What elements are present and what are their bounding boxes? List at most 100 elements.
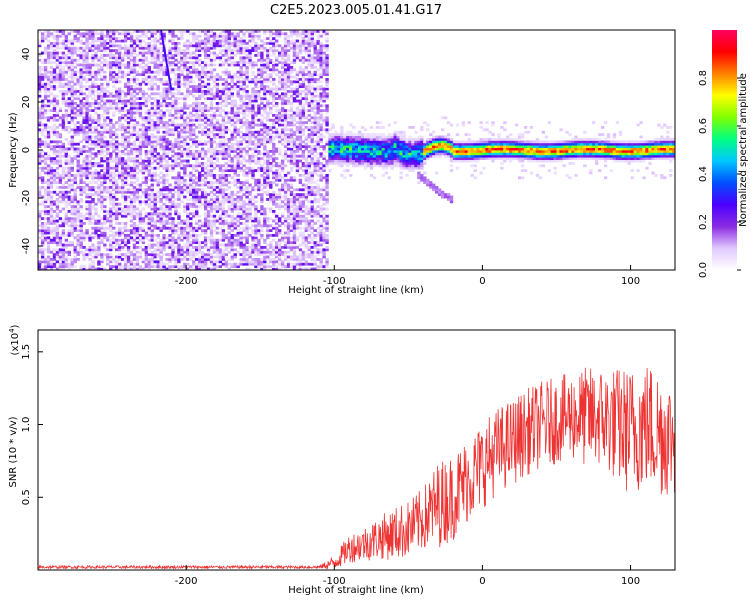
- heatmap-cell: [192, 186, 196, 189]
- heatmap-cell: [79, 234, 83, 237]
- heatmap-cell: [40, 241, 45, 244]
- heatmap-cell: [236, 49, 240, 52]
- heatmap-cell: [215, 253, 220, 256]
- heatmap-cell: [64, 217, 69, 220]
- heatmap-cell: [183, 94, 187, 98]
- heatmap-cell: [165, 207, 169, 211]
- heatmap-cell: [248, 262, 252, 266]
- heatmap-cell: [260, 73, 264, 76]
- heatmap-cell: [171, 250, 175, 254]
- heatmap-cell: [218, 128, 223, 132]
- heatmap-cell: [132, 200, 137, 204]
- heatmap-cell: [197, 183, 202, 187]
- heatmap-cell: [97, 133, 101, 136]
- heatmap-cell: [168, 140, 172, 144]
- heatmap-cell: [38, 44, 42, 48]
- heatmap-cell: [230, 243, 234, 247]
- heatmap-cell: [88, 34, 92, 38]
- heatmap-cell: [123, 253, 128, 256]
- heatmap-cell: [141, 78, 146, 81]
- heatmap-cell: [257, 133, 261, 136]
- heatmap-cell: [112, 171, 116, 175]
- heatmap-cell: [97, 78, 101, 81]
- heatmap-cell: [230, 102, 234, 105]
- heatmap-cell: [260, 106, 264, 110]
- heatmap-cell: [221, 210, 226, 213]
- heatmap-cell: [227, 30, 231, 33]
- heatmap-cell: [153, 42, 157, 45]
- heatmap-cell: [58, 217, 63, 220]
- heatmap-cell: [141, 32, 146, 36]
- heatmap-cell: [189, 152, 193, 156]
- heatmap-cell: [64, 190, 69, 194]
- heatmap-cell: [168, 54, 172, 57]
- heatmap-cell: [200, 224, 205, 228]
- heatmap-cell: [165, 236, 169, 240]
- heatmap-cell: [126, 142, 131, 146]
- heatmap-cell: [218, 174, 223, 177]
- heatmap-cell: [115, 214, 119, 218]
- heatmap-cell: [227, 46, 231, 50]
- heatmap-cell: [254, 30, 258, 33]
- heatmap-cell: [212, 250, 217, 254]
- heatmap-cell: [239, 181, 243, 184]
- heatmap-cell: [209, 258, 214, 261]
- heatmap-cell: [230, 104, 234, 108]
- heatmap-cell: [106, 255, 110, 259]
- heatmap-cell: [245, 66, 249, 69]
- heatmap-cell: [64, 166, 69, 170]
- heatmap-cell: [118, 154, 122, 158]
- heatmap-cell: [67, 200, 71, 204]
- heatmap-cell: [192, 229, 196, 232]
- heatmap-cell: [123, 267, 128, 270]
- heatmap-cell: [260, 267, 264, 270]
- heatmap-cell: [40, 248, 45, 252]
- heatmap-cell: [171, 94, 175, 98]
- heatmap-cell: [239, 159, 243, 163]
- heatmap-cell: [76, 49, 80, 52]
- heatmap-cell: [61, 174, 66, 177]
- heatmap-cell: [79, 212, 83, 216]
- heatmap-cell: [153, 178, 157, 182]
- heatmap-cell: [126, 78, 131, 81]
- heatmap-cell: [91, 104, 95, 108]
- heatmap-cell: [186, 80, 190, 84]
- heatmap-cell: [162, 94, 166, 98]
- heatmap-cell: [153, 176, 157, 180]
- heatmap-cell: [197, 104, 202, 108]
- heatmap-cell: [129, 169, 134, 172]
- heatmap-cell: [168, 183, 172, 187]
- heatmap-cell: [112, 63, 116, 67]
- heatmap-cell: [85, 44, 89, 48]
- heatmap-cell: [112, 99, 116, 103]
- heatmap-cell: [70, 147, 74, 151]
- heatmap-cell: [165, 121, 169, 124]
- heatmap-cell: [100, 222, 104, 225]
- heatmap-cell: [150, 207, 154, 211]
- heatmap-cell: [180, 130, 184, 134]
- heatmap-cell: [159, 248, 163, 252]
- heatmap-cell: [129, 34, 134, 38]
- heatmap-cell: [67, 85, 71, 88]
- heatmap-cell: [52, 174, 57, 177]
- heatmap-cell: [67, 61, 71, 64]
- heatmap-cell: [85, 138, 89, 141]
- heatmap-cell: [212, 248, 217, 252]
- heatmap-cell: [129, 51, 134, 55]
- heatmap-cell: [186, 258, 190, 261]
- heatmap-cell: [147, 174, 151, 177]
- heatmap-cell: [230, 234, 234, 237]
- heatmap-cell: [227, 250, 231, 254]
- heatmap-cell: [49, 226, 54, 230]
- heatmap-cell: [156, 56, 160, 60]
- heatmap-cell: [212, 123, 217, 127]
- heatmap-cell: [171, 202, 175, 206]
- heatmap-cell: [153, 195, 157, 199]
- heatmap-cell: [144, 104, 149, 108]
- heatmap-cell: [165, 130, 169, 134]
- heatmap-cell: [254, 226, 258, 230]
- heatmap-cell: [215, 226, 220, 230]
- heatmap-cell: [230, 123, 234, 127]
- heatmap-cell: [153, 75, 157, 79]
- heatmap-cell: [91, 42, 95, 45]
